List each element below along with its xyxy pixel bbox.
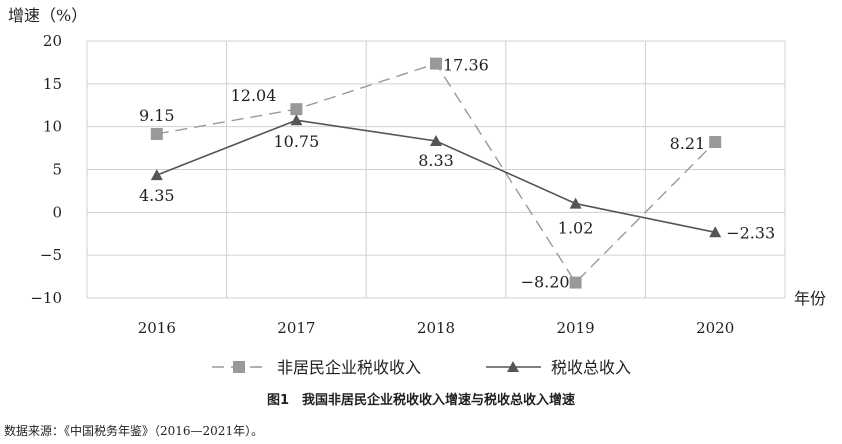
data-label: 17.36 — [443, 56, 489, 75]
legend-label: 非居民企业税收收入 — [277, 358, 421, 377]
x-tick-label: 2020 — [696, 319, 734, 337]
data-label: 10.75 — [273, 132, 319, 151]
x-axis-title: 年份 — [794, 289, 826, 308]
square-marker — [709, 136, 722, 149]
y-tick-label: −10 — [30, 289, 62, 307]
legend: 非居民企业税收收入 税收总收入 — [212, 358, 631, 377]
square-marker — [569, 276, 582, 289]
data-label: 4.35 — [139, 186, 175, 205]
legend-label: 税收总收入 — [551, 358, 631, 377]
data-label: 8.33 — [418, 151, 454, 170]
x-tick-label: 2016 — [138, 319, 176, 337]
x-tick-label: 2017 — [277, 319, 315, 337]
x-tick-label: 2018 — [417, 319, 455, 337]
square-marker — [233, 361, 245, 373]
data-label: −2.33 — [726, 223, 775, 242]
triangle-marker — [569, 197, 582, 209]
square-marker — [290, 103, 303, 116]
y-tick-label: 15 — [43, 75, 62, 93]
triangle-marker — [290, 114, 303, 126]
data-labels: 9.15 12.04 17.36 −8.20 8.21 4.35 10.75 8.33 1.02… — [139, 56, 775, 292]
triangle-marker — [430, 134, 442, 146]
y-tick-label: 10 — [43, 118, 62, 136]
triangle-marker — [709, 226, 722, 238]
data-label: 1.02 — [558, 219, 594, 238]
gridlines — [86, 40, 786, 299]
figure-caption: 图1 我国非居民企业税收收入增速与税收总收入增速 — [266, 393, 576, 408]
y-tick-label: −5 — [40, 246, 62, 264]
source-note: 数据来源：《中国税务年鉴》（2016—2021年）。 — [4, 424, 264, 438]
data-label: 9.15 — [139, 106, 175, 125]
y-tick-label: 5 — [52, 161, 62, 179]
axes: 20 15 10 5 0 −5 −10 2016 2017 2018 2019 2020 增速（%） 年份 — [8, 6, 826, 337]
triangle-marker — [150, 169, 163, 181]
y-tick-label: 20 — [43, 32, 62, 50]
y-tick-label: 0 — [52, 203, 62, 221]
line-chart: 20 15 10 5 0 −5 −10 2016 2017 2018 2019 2020 增速（%） 年份… — [8, 6, 826, 377]
x-tick-label: 2019 — [557, 319, 595, 337]
square-marker — [150, 127, 163, 140]
square-marker — [430, 57, 442, 70]
y-axis-title: 增速（%） — [8, 6, 87, 25]
series-lines — [150, 57, 722, 289]
data-label: 8.21 — [670, 134, 706, 153]
triangle-marker — [507, 361, 519, 372]
data-label: 12.04 — [231, 86, 277, 105]
data-label: −8.20 — [521, 273, 570, 292]
